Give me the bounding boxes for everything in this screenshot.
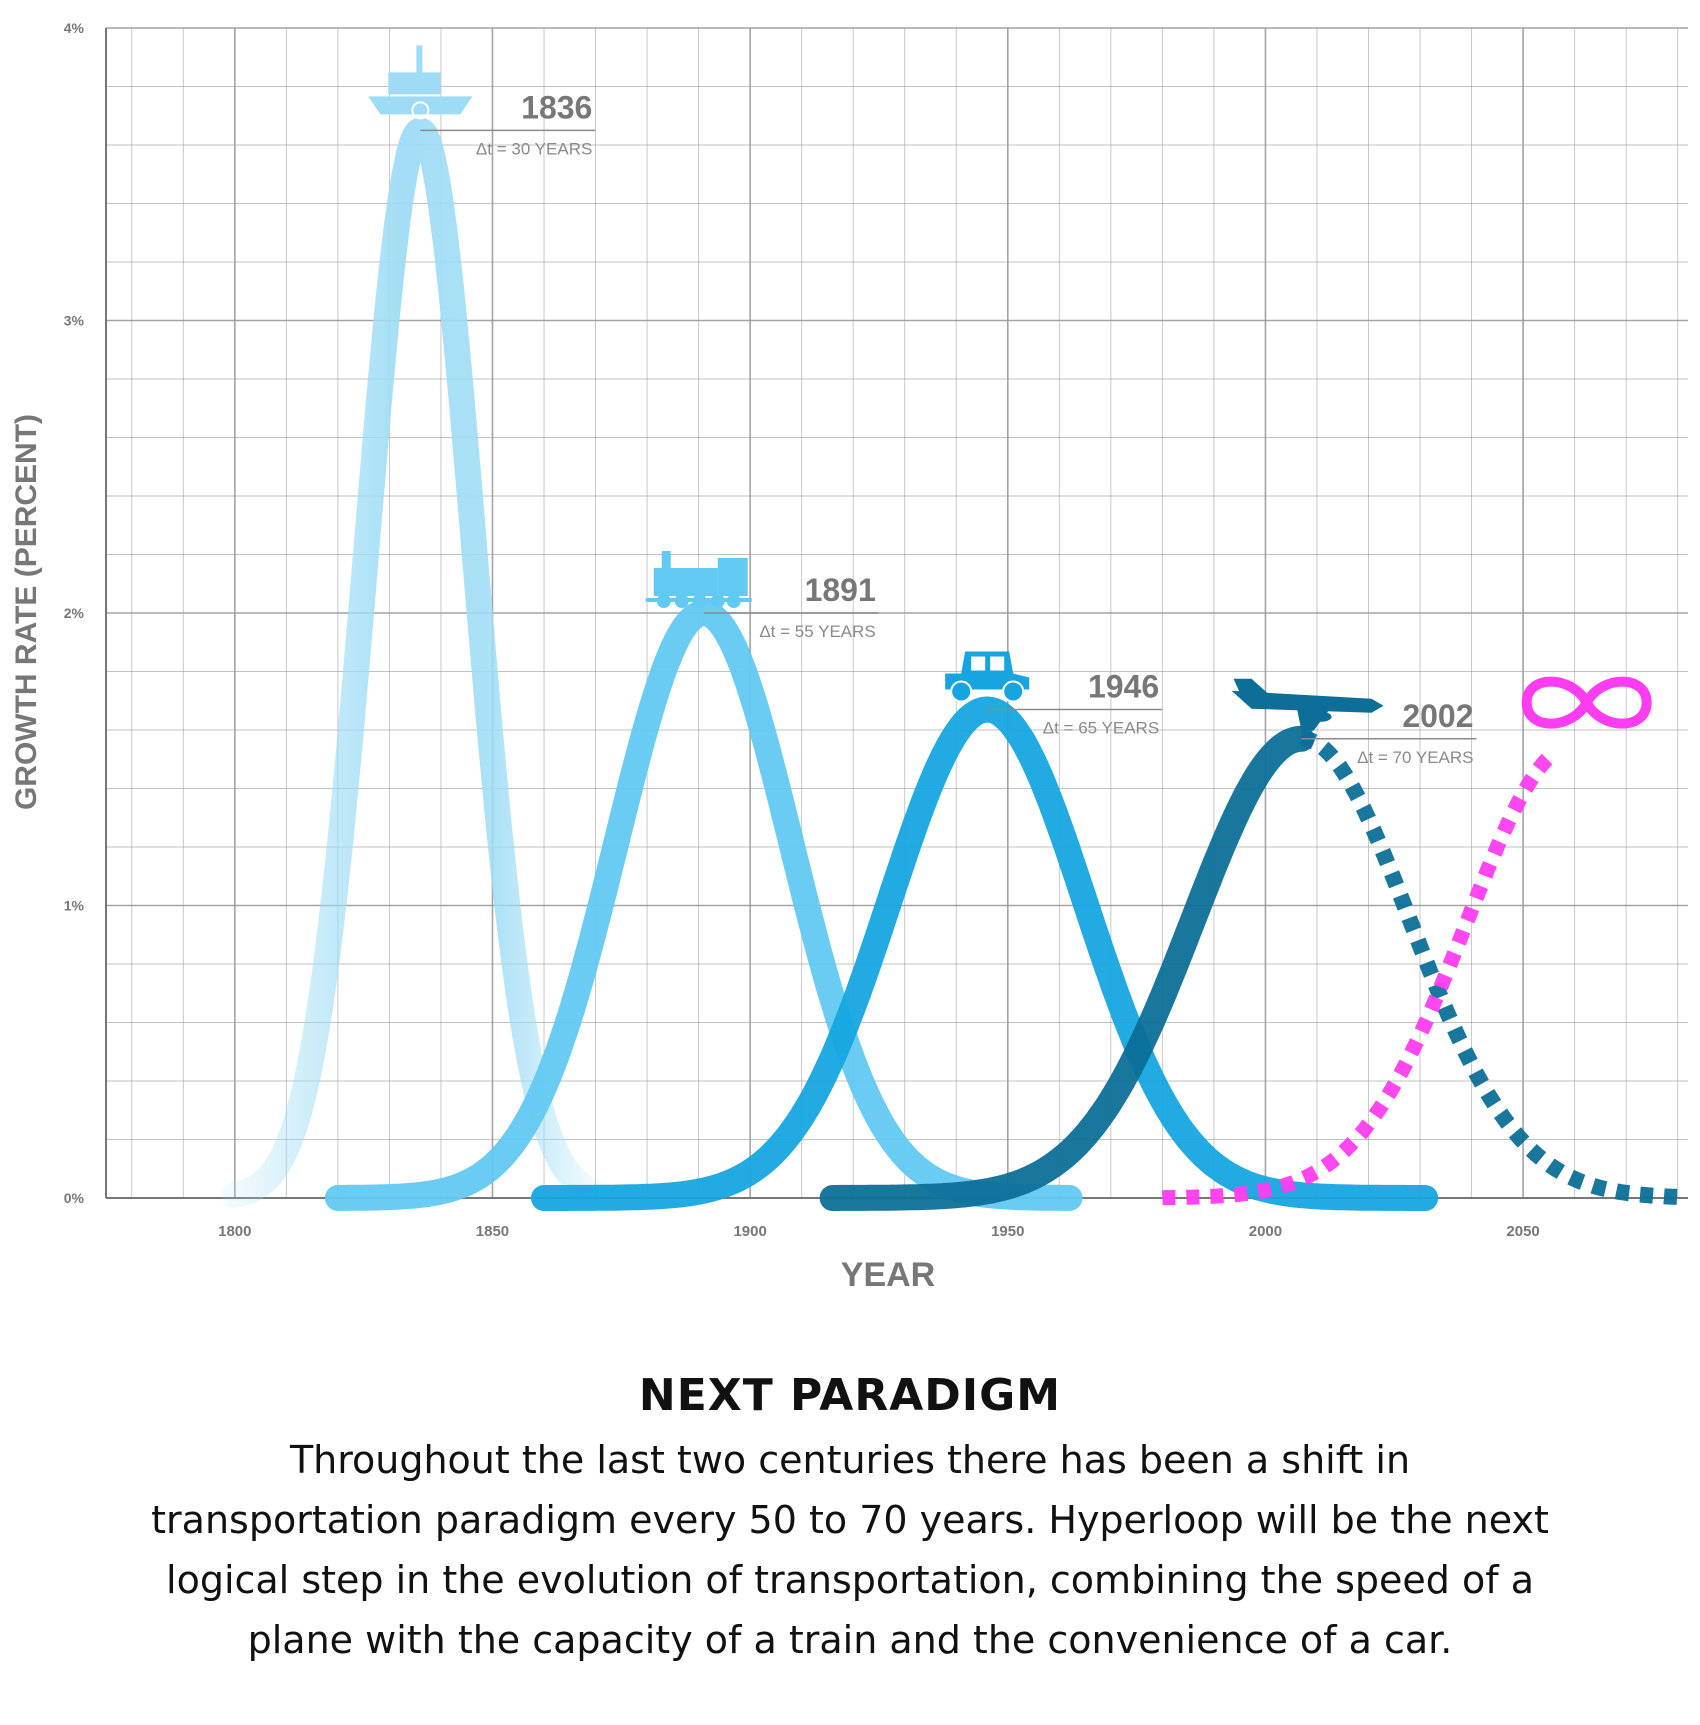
y-tick-label: 1% [64, 898, 85, 914]
airplane-icon [1231, 678, 1384, 731]
annotations: 1836 Δt = 30 YEARS 1891 Δt = 55 YEARS 1946 Δt… [420, 89, 1477, 767]
steamboat-icon [368, 45, 473, 120]
cab [717, 558, 748, 596]
peak-year-label: 1946 [1088, 669, 1159, 705]
smokestack [416, 45, 423, 76]
y-tick-label: 2% [64, 605, 85, 621]
y-tick-label: 4% [64, 20, 85, 36]
delta-t-label: Δt = 65 YEARS [1043, 719, 1159, 738]
boiler [653, 568, 718, 596]
x-axis-label: YEAR [841, 1256, 935, 1294]
y-tick-label: 0% [64, 1190, 85, 1206]
delta-t-label: Δt = 70 YEARS [1357, 748, 1473, 767]
chimney [661, 551, 671, 569]
x-tick-label: 1850 [476, 1223, 509, 1240]
paddle-wheel [411, 101, 430, 120]
icons [368, 45, 1652, 731]
x-tick-label: 1900 [733, 1223, 766, 1240]
grid [106, 27, 1688, 1199]
x-tick-label: 1950 [991, 1223, 1024, 1240]
curve-steamboat [221, 117, 619, 1208]
delta-t-label: Δt = 55 YEARS [759, 622, 875, 641]
caption-body: Throughout the last two centuries there … [151, 1438, 1549, 1662]
peak-year-label: 1836 [521, 89, 592, 125]
car-icon [945, 651, 1030, 703]
car-wheel [950, 680, 973, 703]
caption-title: NEXT PARADIGM [638, 1370, 1062, 1421]
cabin [388, 72, 441, 95]
car-wheel [1002, 680, 1025, 703]
hull [368, 96, 473, 115]
tail-fin [1233, 678, 1272, 697]
rail [645, 598, 752, 602]
car-window [971, 656, 986, 671]
y-tick-label: 3% [64, 313, 85, 329]
infinity-icon [1521, 676, 1652, 729]
curves [221, 117, 1688, 1211]
peak-year-label: 2002 [1402, 698, 1473, 734]
delta-t-label: Δt = 30 YEARS [476, 139, 592, 158]
x-tick-label: 2050 [1506, 1223, 1539, 1240]
curve-airplane [819, 725, 1315, 1211]
peak-year-label: 1891 [805, 572, 876, 608]
x-tick-label: 1800 [218, 1223, 251, 1240]
car-window [990, 656, 1005, 671]
y-axis-label: GROWTH RATE (PERCENT) [10, 414, 43, 810]
locomotive-icon [645, 551, 752, 608]
curve-airplane-projection [1301, 730, 1688, 1206]
engine [1311, 711, 1332, 722]
x-tick-label: 2000 [1249, 1223, 1282, 1240]
car-body [945, 651, 1030, 690]
curve-automobile [531, 696, 1439, 1211]
growth-rate-chart: 1800 1850 1900 1950 2000 2050 0% 1% 2% 3% 4% 1836 Δ… [10, 20, 1688, 1294]
infinity-symbol [1521, 676, 1652, 729]
